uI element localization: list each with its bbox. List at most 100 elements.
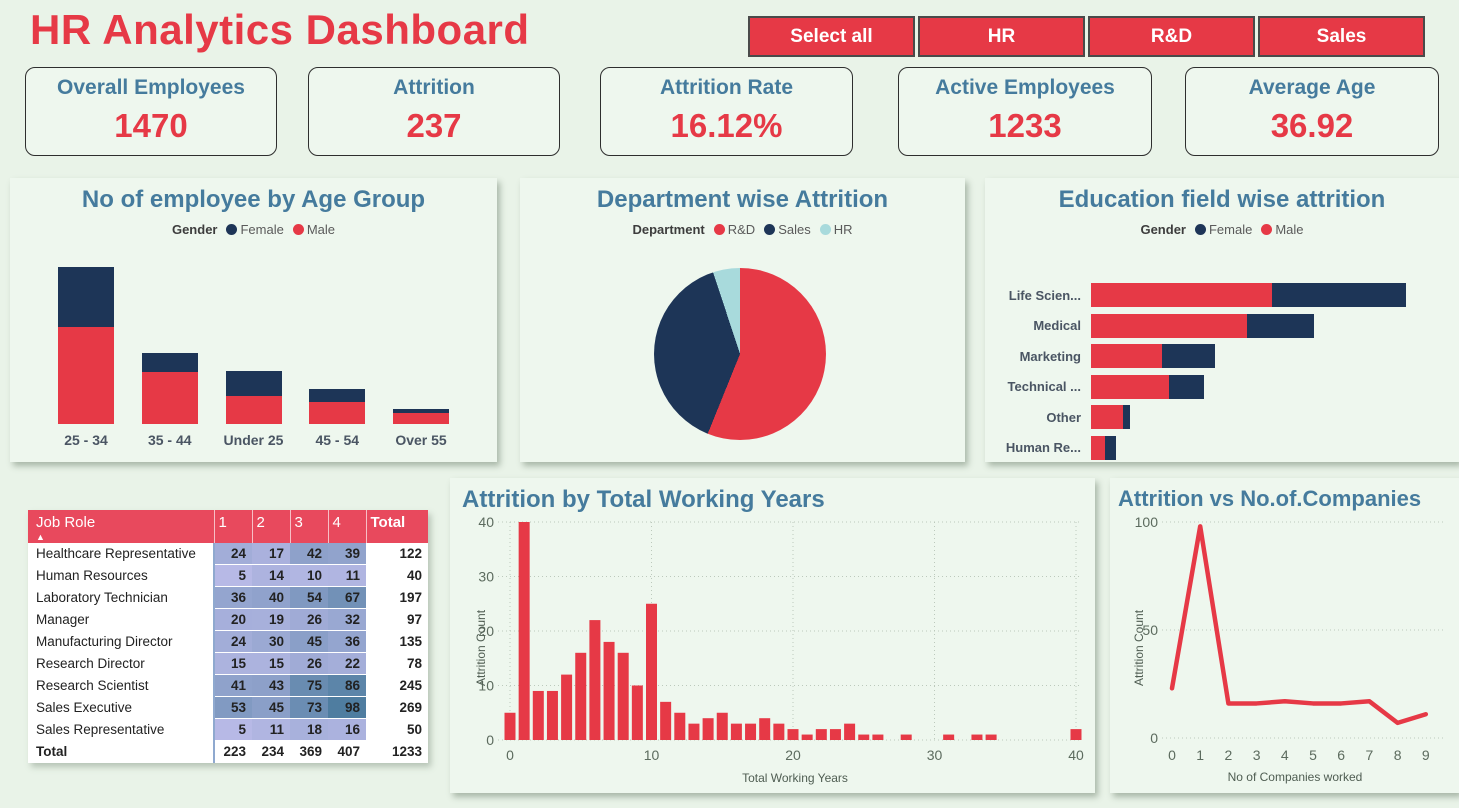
working-years-bar[interactable] [702, 718, 714, 740]
age-group-bar[interactable] [393, 408, 449, 424]
attrition-count-cell[interactable]: 22 [328, 652, 366, 675]
column-header-total[interactable]: Total [365, 510, 428, 543]
attrition-count-cell[interactable]: 98 [328, 696, 366, 719]
attrition-count-cell[interactable]: 11 [252, 718, 290, 741]
education-bar[interactable] [1091, 435, 1116, 460]
female-segment[interactable] [1246, 313, 1314, 338]
attrition-count-cell[interactable]: 26 [290, 608, 328, 631]
working-years-bar[interactable] [801, 734, 813, 740]
working-years-bar[interactable] [546, 690, 558, 740]
attrition-count-cell[interactable]: 39 [328, 543, 366, 565]
male-segment[interactable] [1091, 313, 1247, 338]
filter-button-select-all[interactable]: Select all [748, 16, 915, 57]
attrition-count-cell[interactable]: 15 [214, 652, 252, 675]
male-segment[interactable] [1091, 344, 1162, 369]
legend-item-r&d[interactable]: R&D [713, 222, 755, 237]
male-segment[interactable] [1091, 405, 1123, 430]
column-header-2[interactable]: 2 [251, 510, 290, 543]
working-years-bar[interactable] [943, 734, 955, 740]
job-role-cell[interactable]: Research Director [28, 652, 215, 675]
attrition-count-cell[interactable]: 86 [328, 674, 366, 697]
attrition-count-cell[interactable]: 32 [328, 608, 366, 631]
working-years-bar[interactable] [518, 522, 530, 740]
column-header-job-role[interactable]: Job Role ▲ [28, 510, 214, 543]
job-role-cell[interactable]: Human Resources [28, 564, 215, 587]
table-row[interactable]: Sales Representative 5 11 18 16 50 [28, 718, 428, 741]
job-role-cell[interactable]: Sales Representative [28, 718, 215, 741]
working-years-bar[interactable] [787, 729, 799, 740]
attrition-count-cell[interactable]: 10 [290, 564, 328, 587]
male-segment[interactable] [58, 327, 114, 424]
filter-button-hr[interactable]: HR [918, 16, 1085, 57]
working-years-bar[interactable] [660, 701, 672, 740]
legend-item-male[interactable]: Male [292, 222, 335, 237]
attrition-count-cell[interactable]: 75 [290, 674, 328, 697]
table-row[interactable]: Research Scientist 41 43 75 86 245 [28, 674, 428, 697]
age-group-bar[interactable] [58, 267, 114, 424]
working-years-bar[interactable] [631, 685, 643, 741]
job-role-cell[interactable]: Sales Executive [28, 696, 215, 719]
attrition-count-cell[interactable]: 54 [290, 586, 328, 609]
job-role-cell[interactable]: Healthcare Representative [28, 543, 215, 565]
working-years-bar[interactable] [829, 729, 841, 740]
attrition-count-cell[interactable]: 67 [328, 586, 366, 609]
male-segment[interactable] [1091, 283, 1272, 308]
attrition-count-cell[interactable]: 5 [214, 564, 252, 587]
table-row[interactable]: Healthcare Representative 24 17 42 39 122 [28, 543, 428, 565]
working-years-bar[interactable] [971, 734, 983, 740]
attrition-count-cell[interactable]: 14 [252, 564, 290, 587]
male-segment[interactable] [225, 395, 282, 424]
table-row[interactable]: Human Resources 5 14 10 11 40 [28, 564, 428, 587]
female-segment[interactable] [58, 267, 114, 328]
female-segment[interactable] [1168, 374, 1205, 399]
job-role-cell[interactable]: Manager [28, 608, 215, 631]
filter-button-sales[interactable]: Sales [1258, 16, 1425, 57]
working-years-bar[interactable] [688, 723, 700, 740]
column-header-4[interactable]: 4 [327, 510, 366, 543]
education-bar[interactable] [1091, 374, 1205, 399]
attrition-count-cell[interactable]: 73 [290, 696, 328, 719]
working-years-bar[interactable] [617, 652, 629, 740]
age-group-bar[interactable] [141, 352, 198, 424]
attrition-count-cell[interactable]: 30 [252, 630, 290, 653]
male-segment[interactable] [393, 412, 449, 424]
working-years-bar[interactable] [773, 723, 785, 740]
legend-item-female[interactable]: Female [226, 222, 284, 237]
attrition-count-cell[interactable]: 42 [290, 543, 328, 565]
female-segment[interactable] [1161, 344, 1215, 369]
working-years-bar[interactable] [844, 723, 856, 740]
attrition-count-cell[interactable]: 43 [252, 674, 290, 697]
attrition-count-cell[interactable]: 36 [214, 586, 252, 609]
attrition-count-cell[interactable]: 53 [214, 696, 252, 719]
job-role-cell[interactable]: Manufacturing Director [28, 630, 215, 653]
attrition-count-cell[interactable]: 17 [252, 543, 290, 565]
column-header-1[interactable]: 1 [213, 510, 252, 543]
attrition-count-cell[interactable]: 40 [252, 586, 290, 609]
attrition-count-cell[interactable]: 18 [290, 718, 328, 741]
working-years-bar[interactable] [872, 734, 884, 740]
legend-item-female[interactable]: Female [1194, 222, 1252, 237]
attrition-count-cell[interactable]: 15 [252, 652, 290, 675]
attrition-count-cell[interactable]: 20 [214, 608, 252, 631]
legend-item-hr[interactable]: HR [819, 222, 853, 237]
female-segment[interactable] [1271, 283, 1406, 308]
working-years-bar[interactable] [589, 620, 601, 740]
table-row[interactable]: Sales Executive 53 45 73 98 269 [28, 696, 428, 719]
working-years-bar[interactable] [759, 718, 771, 740]
working-years-bar[interactable] [985, 734, 997, 740]
job-role-cell[interactable]: Laboratory Technician [28, 586, 215, 609]
working-years-bar[interactable] [674, 712, 686, 740]
working-years-bar[interactable] [561, 674, 573, 740]
male-segment[interactable] [141, 372, 198, 424]
attrition-count-cell[interactable]: 26 [290, 652, 328, 675]
working-years-bar[interactable] [716, 712, 728, 740]
working-years-bar[interactable] [575, 652, 587, 740]
legend-item-male[interactable]: Male [1261, 222, 1304, 237]
education-bar[interactable] [1091, 405, 1130, 430]
attrition-count-cell[interactable]: 45 [290, 630, 328, 653]
female-segment[interactable] [309, 388, 366, 402]
age-group-bar[interactable] [225, 370, 282, 424]
attrition-count-cell[interactable]: 41 [214, 674, 252, 697]
working-years-bar[interactable] [730, 723, 742, 740]
table-row[interactable]: Laboratory Technician 36 40 54 67 197 [28, 586, 428, 609]
